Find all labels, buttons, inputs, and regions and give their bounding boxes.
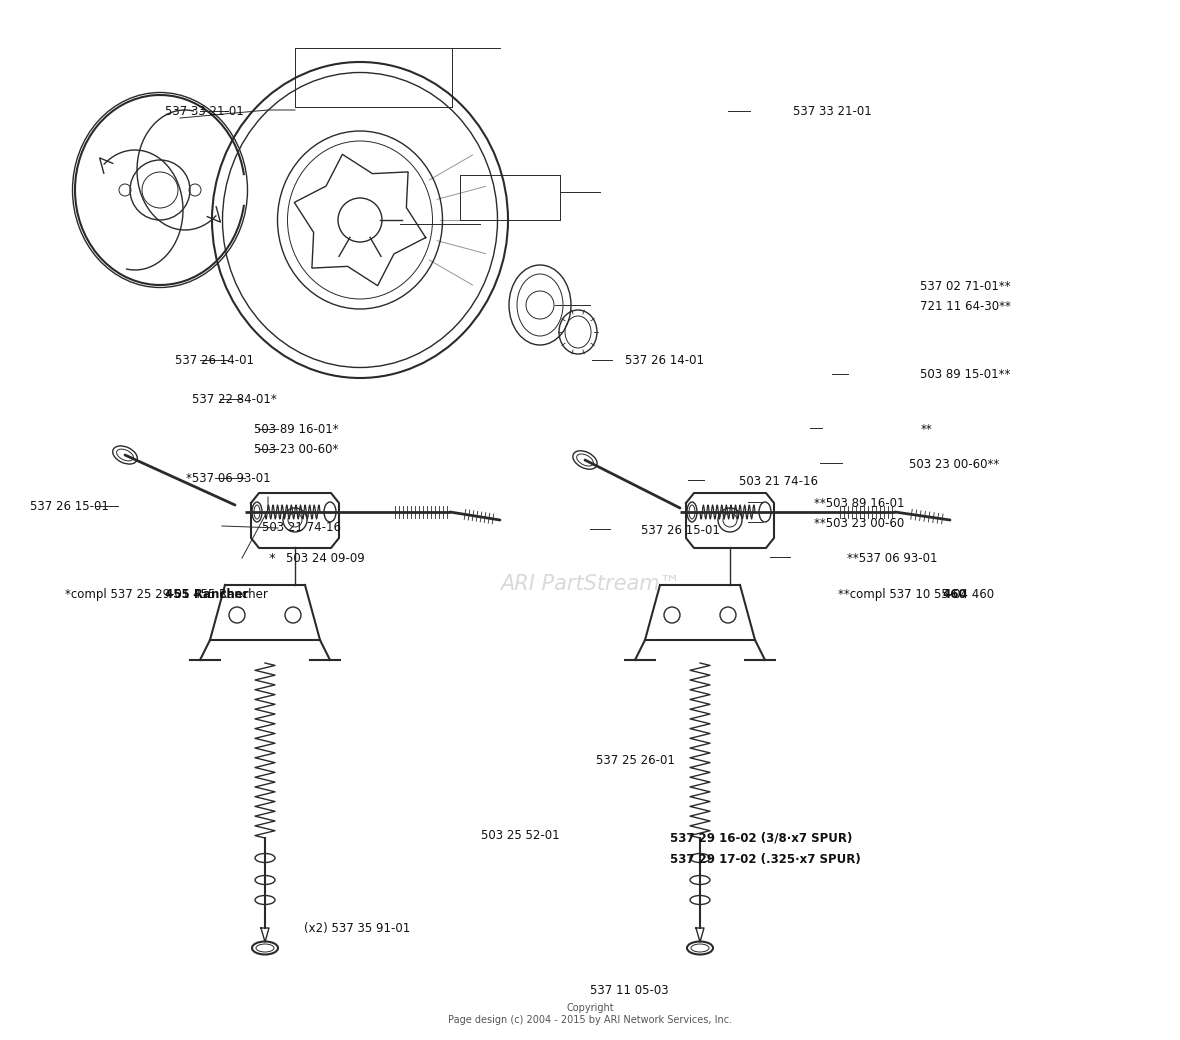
Text: 537 26 15-01: 537 26 15-01 [30,500,109,513]
Text: 503 25 52-01: 503 25 52-01 [481,829,560,841]
Text: 537 02 71-01**: 537 02 71-01** [920,280,1011,292]
Text: 455 Rancher: 455 Rancher [165,589,249,601]
Text: *537 06 93-01: *537 06 93-01 [186,472,271,485]
Text: **: ** [920,423,932,436]
Text: 503 23 00-60*: 503 23 00-60* [254,443,339,456]
Text: 537 25 26-01: 537 25 26-01 [596,754,675,766]
Text: **503 23 00-60: **503 23 00-60 [814,517,904,529]
Text: 537 26 15-01: 537 26 15-01 [641,524,720,537]
Text: **537 06 93-01: **537 06 93-01 [847,552,938,565]
Text: 503 21 74-16: 503 21 74-16 [739,475,818,488]
Text: 537 33 21-01: 537 33 21-01 [165,105,244,118]
Text: 537 26 14-01: 537 26 14-01 [175,355,254,367]
Text: ARI PartStream™: ARI PartStream™ [500,574,680,595]
Text: 503 89 16-01*: 503 89 16-01* [254,423,339,436]
Text: 503 24 09-09: 503 24 09-09 [286,552,365,565]
Text: **compl 537 10 55-04 460: **compl 537 10 55-04 460 [838,589,994,601]
Text: Copyright
Page design (c) 2004 - 2015 by ARI Network Services, Inc.: Copyright Page design (c) 2004 - 2015 by… [448,1004,732,1024]
Text: 503 89 15-01**: 503 89 15-01** [920,368,1011,381]
Text: 460: 460 [943,589,968,601]
Text: *: * [269,552,276,565]
Text: (x2) 537 35 91-01: (x2) 537 35 91-01 [304,922,411,935]
Text: 537 11 05-03: 537 11 05-03 [590,984,669,996]
Text: 503 21 74-16: 503 21 74-16 [262,521,341,534]
Text: 721 11 64-30**: 721 11 64-30** [920,301,1011,313]
Text: 537 22 84-01*: 537 22 84-01* [192,393,277,406]
Text: 537 26 14-01: 537 26 14-01 [625,355,704,367]
Text: 503 23 00-60**: 503 23 00-60** [909,459,998,471]
Text: 537 29 16-02 (3/8⋅x7 SPUR): 537 29 16-02 (3/8⋅x7 SPUR) [670,832,853,844]
Text: **503 89 16-01: **503 89 16-01 [814,497,905,510]
Text: 537 29 17-02 (.325⋅x7 SPUR): 537 29 17-02 (.325⋅x7 SPUR) [670,853,861,865]
Text: 537 33 21-01: 537 33 21-01 [793,105,872,118]
Text: *compl 537 25 29-01 455 Rancher: *compl 537 25 29-01 455 Rancher [65,589,268,601]
